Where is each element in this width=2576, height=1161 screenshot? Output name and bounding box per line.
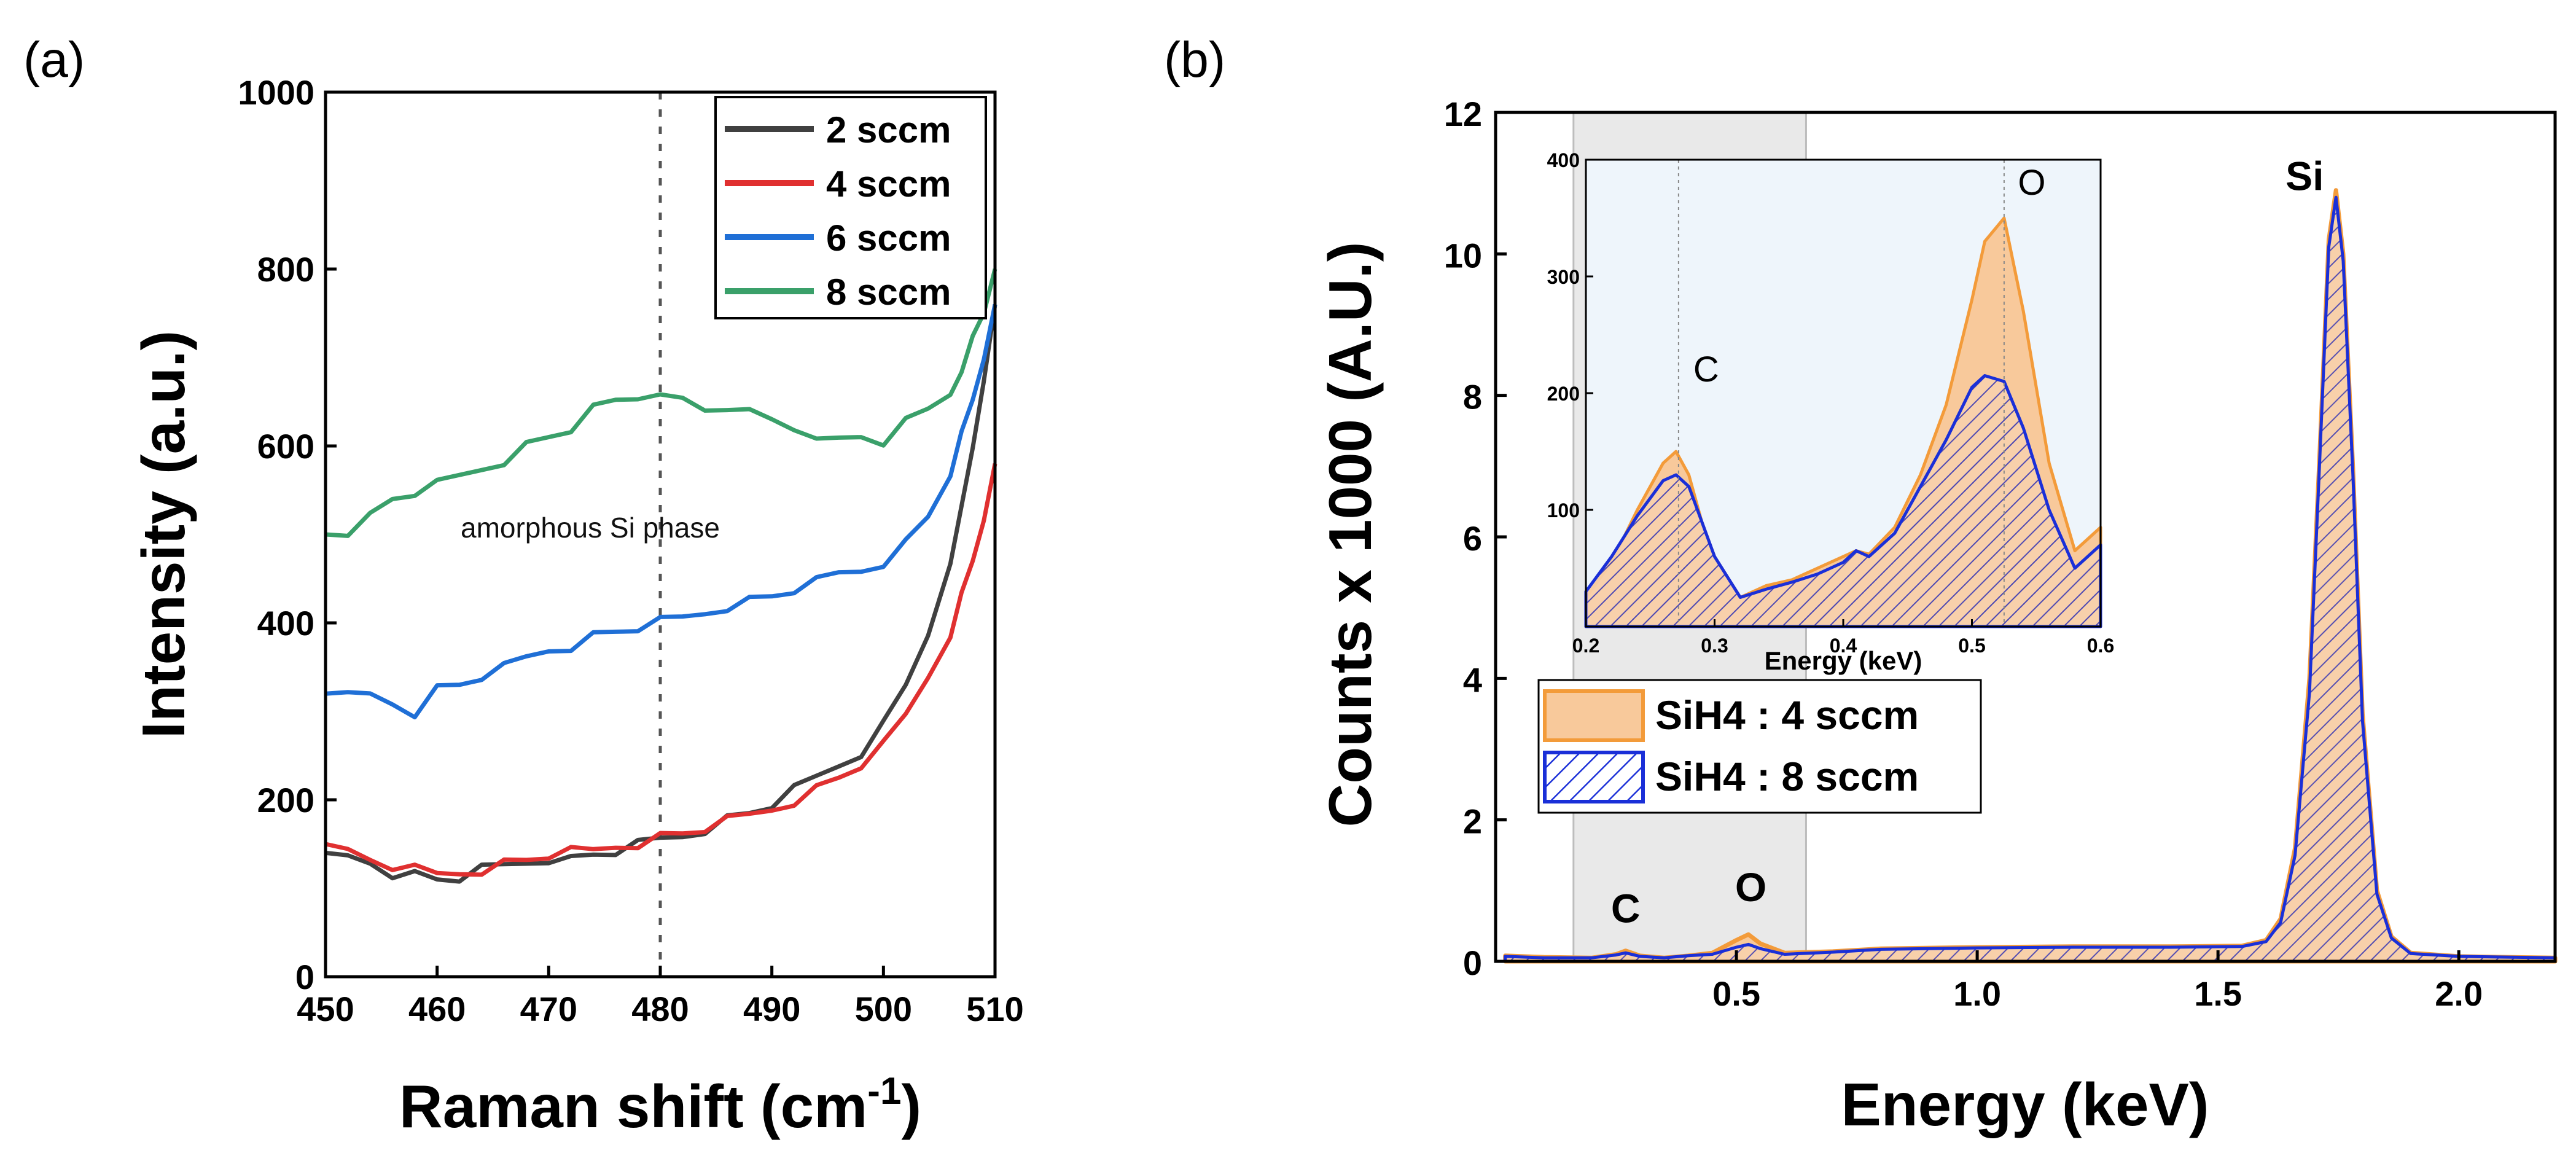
panel-b-legend-label: SiH4 : 4 sccm [1655,692,1919,738]
panel-b-peak-label-O: O [1735,864,1766,910]
panel-b-y-tick-label: 12 [1444,95,1482,133]
panel-b-y-axis-title: Counts x 1000 (A.U.) [1316,242,1384,827]
panel-a-y-tick-label: 800 [257,250,314,289]
panel-b-x-tick-label: 2.0 [2435,974,2483,1013]
panel-a-legend: 2 sccm 4 sccm 6 sccm 8 sccm [714,96,987,319]
inset-y-tick-label: 200 [1547,383,1580,405]
inset-x-tick-label: 0.4 [1830,635,1857,657]
panel-a-x-tick-label: 490 [743,990,800,1028]
inset-area-8sccm [1584,374,2102,628]
inset-peak-labels: CO [1693,163,2046,389]
panel-a-x-title-main: Raman shift (cm [399,1073,867,1140]
panel-a-legend-label: 6 sccm [826,217,951,259]
panel-a-legend-box [714,96,987,319]
panel-b-x-tick-label: 1.5 [2194,974,2242,1013]
inset-x-tick-label: 0.3 [1701,635,1728,657]
panel-b-legend-swatch [1543,689,1645,742]
panel-b-peak-label-C: C [1611,886,1641,931]
panel-a-series-2-sccm [325,304,997,884]
panel-a-x-tick-label: 510 [966,990,1023,1028]
panel-b-area-8sccm [1504,195,2557,963]
panel-a-x-axis-title: Raman shift (cm-1) [399,1070,921,1140]
panel-b-x-tick-label: 1.0 [1953,974,2001,1013]
panel-b-peak-label-Si: Si [2285,154,2324,199]
panel-b-y-tick-label: 10 [1444,236,1482,275]
panel-b-x-ticks: 0.5 1.0 1.5 2.0 [1712,950,2483,1013]
panel-b-y-ticks: 0 2 4 6 8 10 12 [1444,95,1507,982]
panel-a: (a) 450 460 470 480 490 500 510 0 200 400 600 800 1… [23,32,1024,1140]
panel-b-legend-swatch [1543,751,1645,803]
inset-peak-label-C: C [1693,350,1719,389]
panel-b-peak-labels: C OSi [1611,154,2324,931]
panel-b-y-tick-label: 6 [1463,519,1482,558]
panel-b-x-tick-label: 0.5 [1712,974,1760,1013]
panel-a-y-tick-label: 200 [257,781,314,819]
panel-a-legend-label: 2 sccm [826,109,951,150]
panel-a-annotation: amorphous Si phase [461,512,720,544]
panel-a-x-title-sup: -1 [867,1070,901,1112]
panel-b-y-tick-label: 0 [1463,944,1482,982]
panel-a-legend-label: 4 sccm [826,163,951,205]
panel-a-x-ticks: 450 460 470 480 490 500 510 [297,966,1024,1028]
inset-y-tick-label: 400 [1547,149,1580,171]
panel-b-legend-label: SiH4 : 8 sccm [1655,754,1919,799]
panel-b-x-axis-title: Energy (keV) [1841,1071,2209,1138]
panel-b-y-tick-label: 4 [1463,660,1482,699]
panel-a-y-tick-label: 1000 [238,73,314,112]
inset-x-axis-title: Energy (keV) [1765,646,1922,675]
panel-a-series-4-sccm [325,463,997,877]
panel-a-x-tick-label: 500 [855,990,912,1028]
inset-y-tick-label: 300 [1547,266,1580,288]
inset-y-ticks: 100 200 300 400 [1547,149,1593,522]
inset-series-group [1584,216,2102,628]
inset-x-tick-label: 0.5 [1958,635,1985,657]
panel-a-y-tick-label: 400 [257,604,314,643]
panel-b-letter: (b) [1164,32,1225,88]
panel-a-x-tick-label: 480 [631,990,689,1028]
panel-a-x-tick-label: 470 [520,990,577,1028]
panel-a-x-tick-label: 460 [408,990,466,1028]
panel-b-y-tick-label: 8 [1463,378,1482,416]
panel-a-letter: (a) [23,32,85,88]
inset-y-tick-label: 100 [1547,499,1580,522]
inset-peak-label-O: O [2018,163,2045,203]
panel-a-y-axis-title: Intensity (a.u.) [130,330,197,738]
inset-x-tick-label: 0.2 [1572,635,1599,657]
panel-a-y-tick-label: 600 [257,427,314,466]
panel-a-series-group [325,268,997,884]
panel-a-y-tick-label: 0 [295,958,314,996]
inset-x-tick-label: 0.6 [2087,635,2114,657]
panel-a-series-6-sccm [325,303,997,720]
panel-a-series-8-sccm [325,268,997,538]
panel-a-x-tick-label: 450 [297,990,354,1028]
panel-b-series-group [1503,188,2558,964]
panel-a-legend-label: 8 sccm [826,272,951,313]
panel-a-x-title-end: ) [901,1073,921,1140]
panel-b-y-tick-label: 2 [1463,802,1482,841]
inset-x-ticks: 0.2 0.3 0.4 0.5 0.6 [1572,619,2114,657]
panel-a-y-ticks: 0 200 400 600 800 1000 [238,73,337,996]
panel-b-legend: SiH4 : 4 sccm SiH4 : 8 sccm [1537,679,1982,814]
